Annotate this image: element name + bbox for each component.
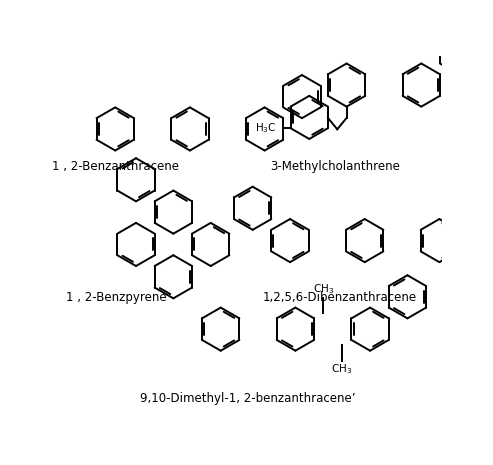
- Text: 1 , 2-Benzanthracene: 1 , 2-Benzanthracene: [52, 160, 179, 173]
- Text: CH$_3$: CH$_3$: [313, 282, 334, 296]
- Text: 1 , 2-Benzpyrene: 1 , 2-Benzpyrene: [67, 291, 167, 304]
- Text: 9,10-Dimethyl-1, 2-benzanthracene’: 9,10-Dimethyl-1, 2-benzanthracene’: [140, 392, 355, 405]
- Text: 3-Methylcholanthrene: 3-Methylcholanthrene: [270, 160, 400, 173]
- Text: 1,2,5,6-Dibenzanthracene: 1,2,5,6-Dibenzanthracene: [263, 291, 417, 304]
- Text: CH$_3$: CH$_3$: [331, 362, 352, 376]
- Text: H$_3$C: H$_3$C: [255, 121, 277, 135]
